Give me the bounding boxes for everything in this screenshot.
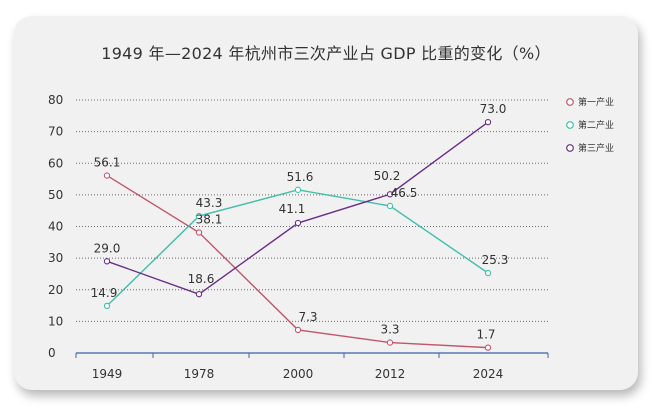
- legend-label-2: 第二产业: [578, 119, 614, 131]
- chart-card: [14, 16, 638, 390]
- series-group: [103, 118, 492, 351]
- x-axis: 1949 1978 2000 2012 2024: [75, 352, 549, 381]
- data-label-2-1949: 14.9: [91, 286, 118, 300]
- y-tick-0: 0: [48, 346, 56, 360]
- point-2-2000: [294, 186, 302, 193]
- point-1-1978: [195, 229, 203, 236]
- point-2-1978: [195, 212, 203, 220]
- y-tick-40: 40: [48, 220, 63, 234]
- y-tick-80: 80: [48, 93, 63, 107]
- y-tick-50: 50: [48, 188, 63, 202]
- point-2-2012: [386, 202, 394, 210]
- data-label-1-1949: 56.1: [94, 156, 121, 170]
- x-tick-1949: 1949: [92, 367, 123, 381]
- data-label-2-2012: 46.5: [391, 186, 418, 200]
- chart-title: 1949 年—2024 年杭州市三次产业占 GDP 比重的变化（%）: [101, 44, 551, 63]
- data-label-2-2000: 51.6: [287, 170, 314, 184]
- x-tick-2024: 2024: [473, 367, 504, 381]
- point-3-2012: [386, 191, 394, 198]
- point-2-1949: [103, 302, 111, 310]
- y-tick-20: 20: [48, 283, 63, 297]
- point-1-1949: [103, 172, 111, 179]
- data-label-3-1949: 29.0: [94, 241, 121, 255]
- point-2-2024: [484, 269, 492, 277]
- data-label-3-2024: 73.0: [480, 102, 507, 116]
- y-tick-70: 70: [48, 125, 63, 139]
- data-label-3-1978: 18.6: [188, 272, 215, 286]
- x-tick-1978: 1978: [184, 367, 215, 381]
- point-3-1978: [195, 291, 203, 298]
- x-tick-2000: 2000: [283, 367, 314, 381]
- legend-marker-1: [566, 98, 574, 106]
- y-tick-60: 60: [48, 156, 63, 170]
- legend-label-1: 第一产业: [578, 96, 614, 108]
- data-label-2-1978: 43.3: [196, 196, 223, 210]
- legend-marker-3: [566, 144, 574, 152]
- y-axis: 0 10 20 30 40 50 60 70 80: [48, 93, 63, 360]
- point-1-2024: [484, 344, 492, 351]
- point-3-2000: [294, 219, 302, 227]
- point-1-2012: [386, 339, 394, 346]
- legend-label-3: 第三产业: [578, 142, 614, 154]
- grid-lines: [76, 99, 548, 322]
- legend-marker-2: [566, 121, 574, 129]
- data-label-1-2024: 1.7: [476, 328, 495, 342]
- point-1-2000: [294, 326, 302, 334]
- point-3-2024: [484, 118, 492, 126]
- data-label-3-2012: 50.2: [374, 169, 401, 183]
- data-label-1-2012: 3.3: [380, 323, 399, 337]
- data-label-2-2024: 25.3: [482, 253, 509, 267]
- data-label-3-2000: 41.1: [279, 202, 306, 216]
- y-tick-10: 10: [48, 314, 63, 328]
- data-label-1-2000: 7.3: [298, 310, 317, 324]
- point-3-1949: [103, 258, 111, 265]
- data-labels: 56.1 38.1 7.3 3.3 1.7 14.9 43.3 51.6 46.5 25.3 29.…: [91, 102, 509, 341]
- data-label-1-1978: 38.1: [196, 213, 223, 227]
- x-tick-2012: 2012: [375, 367, 406, 381]
- y-tick-30: 30: [48, 251, 63, 265]
